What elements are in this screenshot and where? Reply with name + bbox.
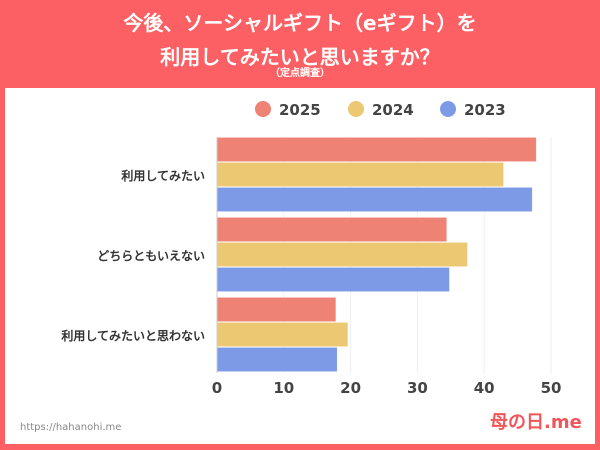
legend-marker-2024 — [348, 101, 364, 117]
category-label: どちらともいえない — [97, 249, 205, 263]
legend-label-2024: 2024 — [372, 101, 414, 119]
legend-marker-2023 — [440, 101, 456, 117]
chart-title: 今後、ソーシャルギフト（eギフト）を 利用してみたいと思いますか？ — [0, 6, 600, 74]
category-label: 利用してみたいと思わない — [61, 328, 205, 343]
x-tick-label: 40 — [474, 379, 495, 397]
x-tick-label: 10 — [273, 379, 294, 397]
title-line-1: 今後、ソーシャルギフト（eギフト）を — [123, 11, 477, 35]
bar-2023 — [216, 347, 338, 372]
category-label: 利用してみたい — [121, 168, 205, 183]
bar-2023 — [216, 187, 533, 212]
logo: 母の日.me — [490, 412, 582, 433]
x-tick-label: 20 — [340, 379, 361, 397]
bar-2023 — [216, 267, 450, 292]
bar-2024 — [216, 162, 504, 187]
source-url[interactable]: https://hahanohi.me — [20, 422, 122, 433]
chart-subtitle: （定点調査） — [270, 68, 330, 79]
bar-2024 — [216, 322, 348, 347]
bar-2025 — [216, 217, 447, 242]
legend-marker-2025 — [255, 101, 271, 117]
legend-label-2023: 2023 — [464, 101, 506, 119]
x-tick-label: 0 — [212, 379, 222, 397]
title-line-2: 利用してみたいと思いますか？ — [160, 45, 440, 69]
bar-2024 — [216, 242, 468, 267]
x-tick-label: 50 — [541, 379, 562, 397]
bar-2025 — [216, 137, 537, 162]
bar-2025 — [216, 297, 336, 322]
x-tick-label: 30 — [407, 379, 428, 397]
legend-label-2025: 2025 — [279, 101, 321, 119]
